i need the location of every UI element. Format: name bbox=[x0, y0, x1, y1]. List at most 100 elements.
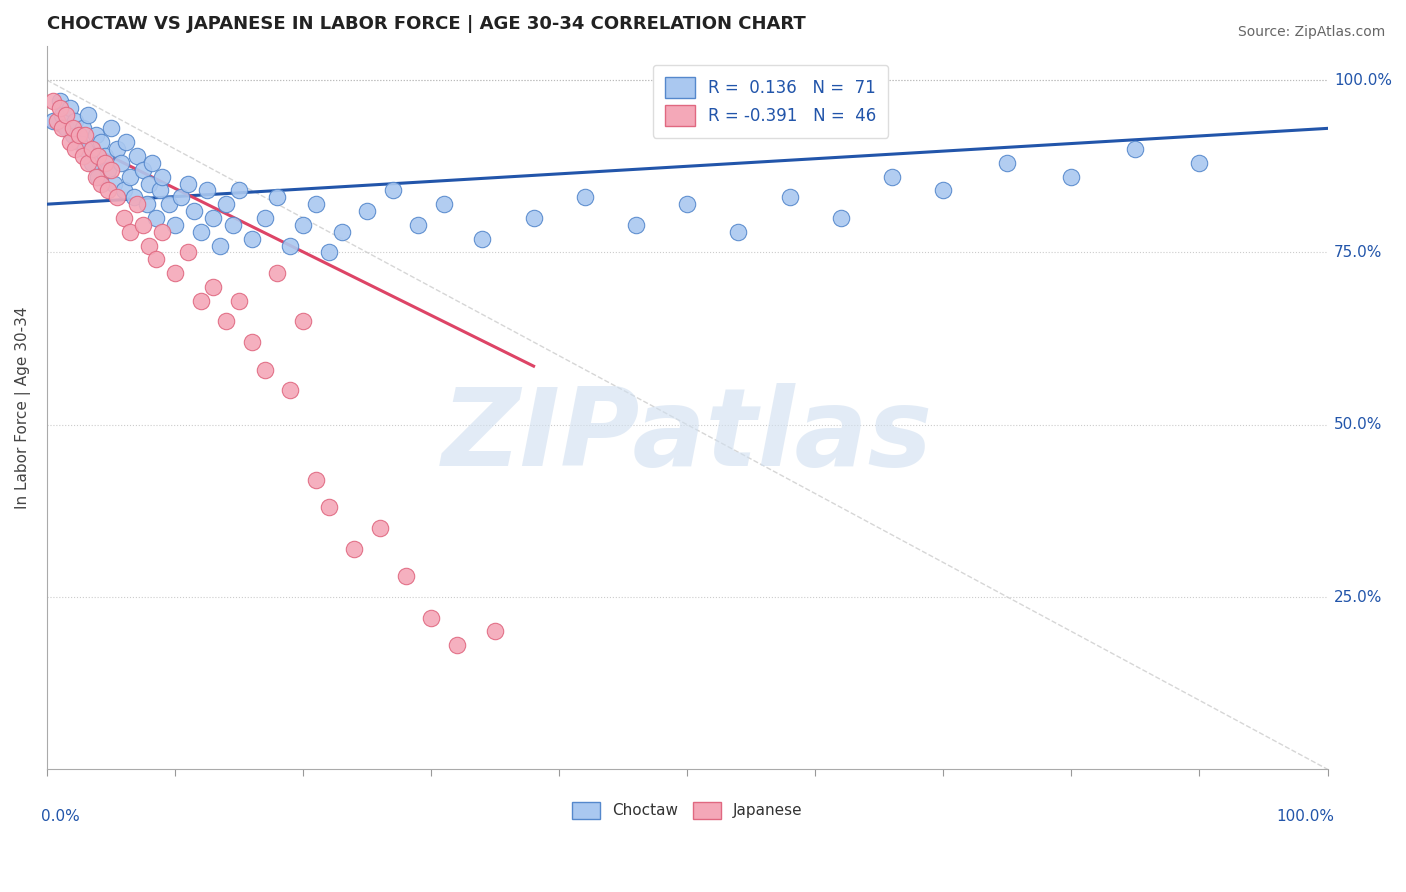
Point bbox=[318, 245, 340, 260]
Point bbox=[1060, 169, 1083, 184]
Point bbox=[110, 156, 132, 170]
Point bbox=[138, 238, 160, 252]
Point bbox=[120, 225, 142, 239]
Point bbox=[72, 149, 94, 163]
Point bbox=[100, 121, 122, 136]
Point bbox=[228, 183, 250, 197]
Point bbox=[932, 183, 955, 197]
Point bbox=[132, 162, 155, 177]
Point bbox=[266, 266, 288, 280]
Point bbox=[420, 610, 443, 624]
Point bbox=[120, 169, 142, 184]
Point bbox=[115, 135, 138, 149]
Point bbox=[93, 149, 115, 163]
Point bbox=[574, 190, 596, 204]
Point bbox=[75, 128, 97, 143]
Point bbox=[381, 183, 404, 197]
Point bbox=[135, 197, 157, 211]
Point bbox=[170, 190, 193, 204]
Point bbox=[177, 177, 200, 191]
Point bbox=[183, 204, 205, 219]
Point bbox=[394, 569, 416, 583]
Point bbox=[830, 211, 852, 225]
Point bbox=[253, 362, 276, 376]
Point bbox=[107, 142, 129, 156]
Point bbox=[107, 190, 129, 204]
Text: 100.0%: 100.0% bbox=[1277, 809, 1334, 824]
Point bbox=[727, 225, 749, 239]
Point bbox=[46, 114, 69, 128]
Point bbox=[882, 169, 904, 184]
Y-axis label: In Labor Force | Age 30-34: In Labor Force | Age 30-34 bbox=[15, 306, 31, 508]
Text: 0.0%: 0.0% bbox=[41, 809, 79, 824]
Point bbox=[215, 197, 238, 211]
Point bbox=[278, 238, 301, 252]
Point bbox=[240, 334, 263, 349]
Point bbox=[42, 114, 65, 128]
Point bbox=[163, 218, 186, 232]
Point bbox=[51, 121, 73, 136]
Point bbox=[157, 197, 180, 211]
Point bbox=[292, 218, 315, 232]
Point bbox=[55, 121, 77, 136]
Point bbox=[228, 293, 250, 308]
Point bbox=[343, 541, 366, 556]
Point bbox=[330, 225, 353, 239]
Point bbox=[408, 218, 430, 232]
Point bbox=[356, 204, 378, 219]
Point bbox=[150, 225, 173, 239]
Point bbox=[77, 107, 100, 121]
Point bbox=[103, 177, 125, 191]
Point bbox=[138, 177, 160, 191]
Point bbox=[84, 169, 107, 184]
Point bbox=[42, 94, 65, 108]
Point bbox=[141, 156, 163, 170]
Point bbox=[112, 211, 135, 225]
Point bbox=[368, 521, 391, 535]
Point bbox=[72, 121, 94, 136]
Point bbox=[202, 280, 225, 294]
Point bbox=[87, 169, 110, 184]
Point bbox=[305, 473, 328, 487]
Point bbox=[145, 211, 167, 225]
Point bbox=[63, 114, 86, 128]
Point bbox=[90, 177, 112, 191]
Point bbox=[215, 314, 238, 328]
Point bbox=[305, 197, 328, 211]
Point bbox=[49, 101, 72, 115]
Point bbox=[90, 135, 112, 149]
Point bbox=[97, 162, 120, 177]
Point bbox=[177, 245, 200, 260]
Point bbox=[59, 135, 82, 149]
Point bbox=[240, 232, 263, 246]
Point bbox=[80, 156, 103, 170]
Point bbox=[292, 314, 315, 328]
Point bbox=[484, 624, 506, 639]
Point bbox=[779, 190, 801, 204]
Point bbox=[75, 142, 97, 156]
Point bbox=[278, 384, 301, 398]
Point bbox=[150, 169, 173, 184]
Point bbox=[624, 218, 647, 232]
Point bbox=[77, 156, 100, 170]
Point bbox=[87, 149, 110, 163]
Point bbox=[676, 197, 699, 211]
Point bbox=[100, 162, 122, 177]
Text: 25.0%: 25.0% bbox=[1334, 590, 1382, 605]
Point bbox=[163, 266, 186, 280]
Point bbox=[67, 135, 90, 149]
Point bbox=[1188, 156, 1211, 170]
Text: ZIPatlas: ZIPatlas bbox=[441, 384, 932, 490]
Point bbox=[97, 183, 120, 197]
Point bbox=[433, 197, 456, 211]
Text: Source: ZipAtlas.com: Source: ZipAtlas.com bbox=[1237, 25, 1385, 39]
Point bbox=[208, 238, 231, 252]
Point bbox=[446, 638, 468, 652]
Point bbox=[195, 183, 218, 197]
Point bbox=[132, 218, 155, 232]
Point bbox=[67, 128, 90, 143]
Point bbox=[253, 211, 276, 225]
Legend: Choctaw, Japanese: Choctaw, Japanese bbox=[564, 794, 810, 827]
Point bbox=[125, 197, 148, 211]
Point bbox=[318, 500, 340, 515]
